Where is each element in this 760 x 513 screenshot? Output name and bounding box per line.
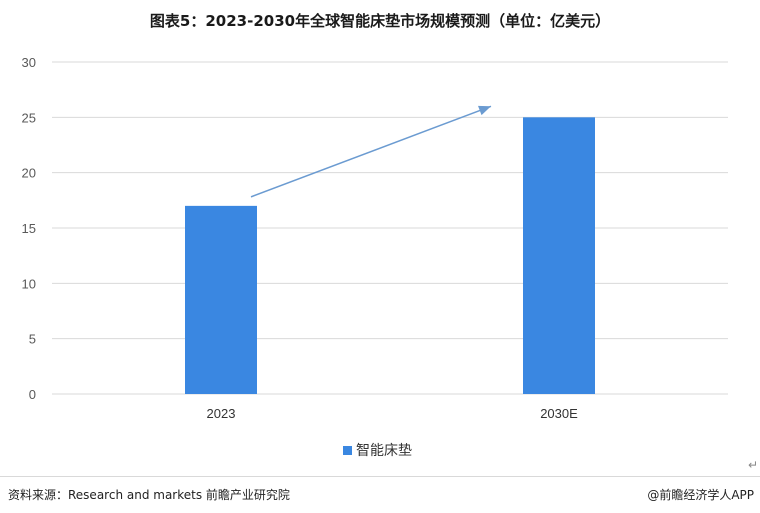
x-tick-label: 2030E <box>540 406 578 421</box>
legend: 智能床垫 <box>343 440 412 460</box>
bars <box>185 117 595 394</box>
y-tick-label: 15 <box>22 221 36 236</box>
source-note: 资料来源：Research and markets 前瞻产业研究院 <box>8 488 290 502</box>
y-tick-label: 20 <box>22 166 36 181</box>
y-tick-label: 30 <box>22 55 36 70</box>
bar <box>185 205 257 394</box>
bar-chart: 0 5 10 15 20 25 30 2023 2030E <box>22 55 728 421</box>
chart-title: 图表5：2023-2030年全球智能床垫市场规模预测（单位：亿美元） <box>149 12 611 30</box>
y-axis-ticks: 0 5 10 15 20 25 30 <box>22 55 36 402</box>
bar <box>523 117 595 394</box>
footer-divider <box>0 476 760 477</box>
legend-swatch <box>343 445 352 455</box>
x-axis-ticks: 2023 2030E <box>207 406 579 421</box>
legend-label: 智能床垫 <box>356 443 412 459</box>
y-tick-label: 5 <box>29 332 36 347</box>
y-tick-label: 0 <box>29 387 36 402</box>
brand-credit: @前瞻经济学人APP <box>647 488 754 502</box>
return-glyph: ↵ <box>748 458 759 472</box>
trend-arrow <box>250 105 492 198</box>
y-tick-label: 10 <box>22 276 36 291</box>
trend-arrow-line <box>250 105 492 198</box>
y-tick-label: 25 <box>22 110 36 125</box>
trend-arrow-head <box>478 105 491 116</box>
x-tick-label: 2023 <box>207 406 236 421</box>
gridlines <box>52 61 728 395</box>
